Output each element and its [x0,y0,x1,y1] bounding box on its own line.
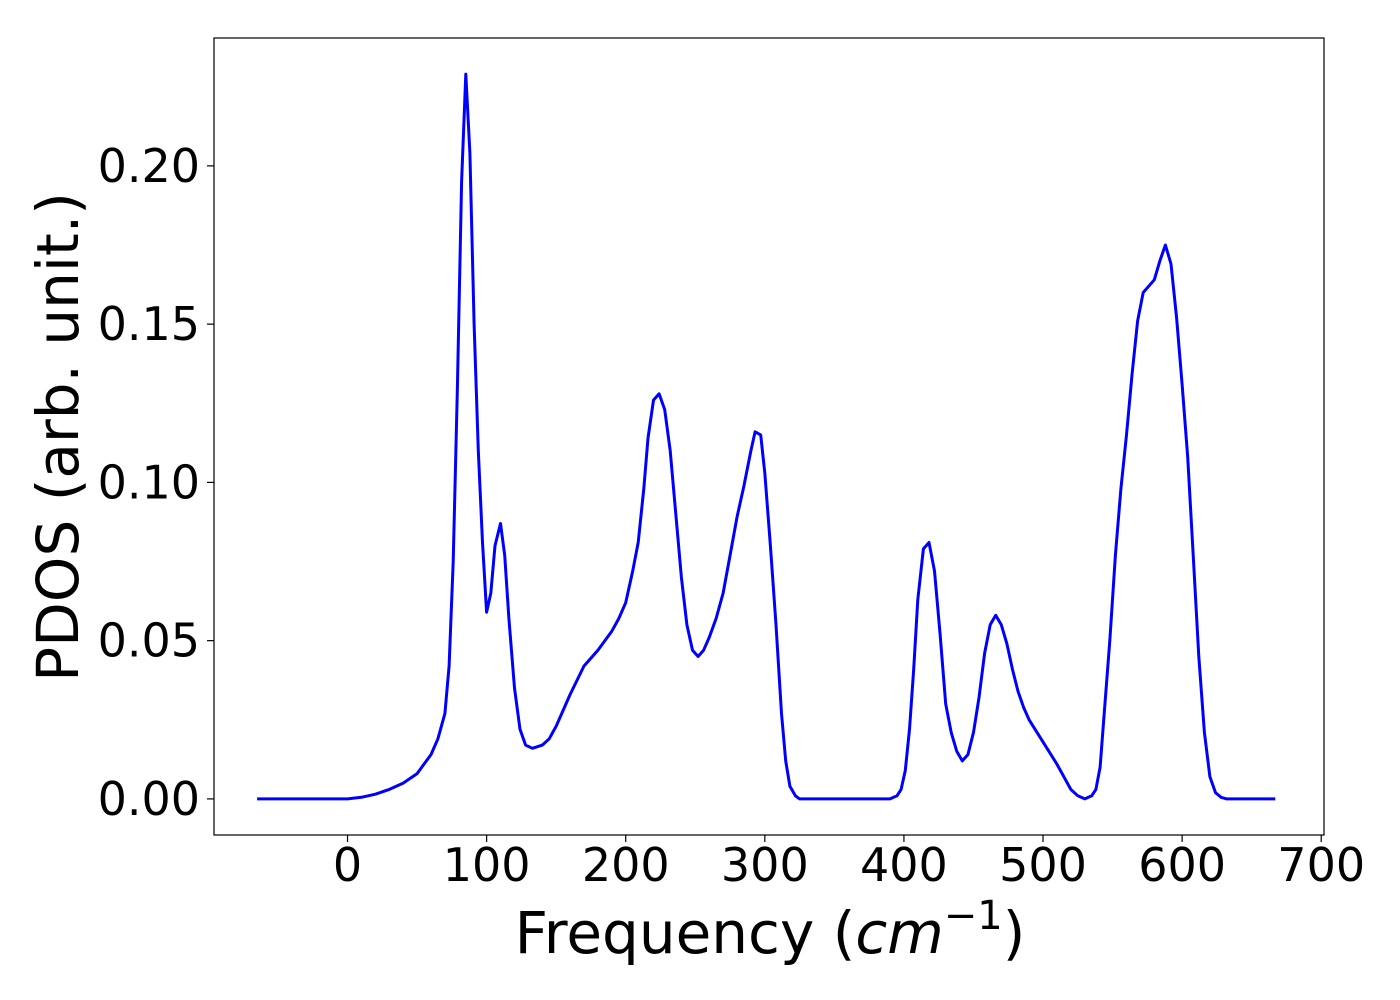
x-tick-label: 600 [1138,838,1226,892]
y-axis-label: PDOS (arb. unit.) [24,192,92,682]
x-tick-label: 0 [333,838,362,892]
y-tick-label: 0.15 [98,297,200,351]
x-label-exponent: −1 [944,893,1003,939]
y-tick-label: 0.00 [98,772,200,826]
y-tick-label: 0.20 [98,139,200,193]
x-tick-label: 400 [860,838,948,892]
plot-frame [213,37,1325,836]
x-label-text: Frequency ( [515,899,856,967]
data-line [257,72,1276,801]
x-label-unit: cm [855,899,943,967]
x-axis-label: Frequency (cm−1) [515,893,1026,967]
x-tick-label: 700 [1277,838,1365,892]
y-tick-label: 0.05 [98,614,200,668]
y-tick-label: 0.10 [98,455,200,509]
x-tick-label: 500 [999,838,1087,892]
x-tick-label: 300 [721,838,809,892]
x-tick-label: 200 [582,838,670,892]
x-tick-label: 100 [443,838,531,892]
x-label-close: ) [1003,899,1026,967]
